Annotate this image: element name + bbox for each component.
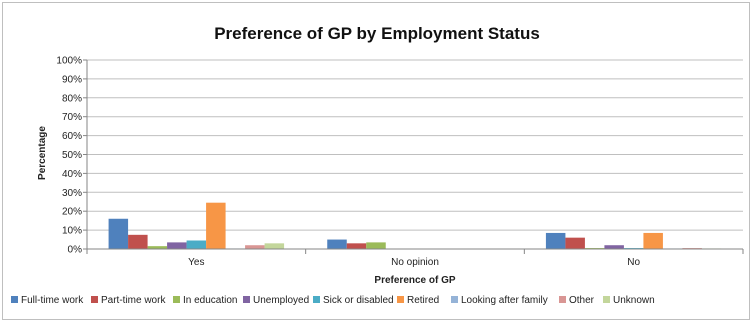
x-axis-title: Preference of GP <box>374 275 455 286</box>
bar <box>167 242 187 249</box>
y-tick-label: 30% <box>62 188 82 199</box>
bar <box>565 237 585 249</box>
legend-label: Looking after family <box>461 295 548 306</box>
legend-label: Unknown <box>613 295 655 306</box>
y-tick-label: 10% <box>62 226 82 237</box>
gridlines <box>87 59 743 231</box>
legend-swatch <box>559 296 566 303</box>
bar <box>147 246 168 249</box>
x-category-label: No opinion <box>391 257 439 268</box>
axes <box>83 59 744 254</box>
legend-swatch <box>313 296 320 303</box>
y-tick-label: 60% <box>62 131 82 142</box>
y-tick-label: 100% <box>56 56 82 67</box>
legend-label: Full-time work <box>21 295 84 306</box>
bar <box>604 245 624 249</box>
legend-swatch <box>243 296 250 303</box>
y-axis-title: Percentage <box>37 126 48 180</box>
x-category-label: Yes <box>188 257 204 268</box>
bar <box>545 232 566 249</box>
x-category-label: No <box>627 257 640 268</box>
bar <box>128 234 148 249</box>
y-tick-label: 80% <box>62 93 82 104</box>
y-axis-tick-labels: 0% 10% 20% 30% 40% 50% 60% 70% 80% 90% 100% <box>56 56 82 256</box>
bars <box>108 202 722 249</box>
legend-label: In education <box>183 295 238 306</box>
chart-title: Preference of GP by Employment Status <box>214 24 540 43</box>
legend: Full-time work Part-time work In education… <box>11 295 655 306</box>
y-tick-label: 50% <box>62 150 82 161</box>
legend-label: Part-time work <box>101 295 166 306</box>
bar <box>366 242 386 249</box>
y-tick-label: 70% <box>62 112 82 123</box>
bar <box>643 232 663 249</box>
bar <box>245 245 265 249</box>
bar <box>206 202 226 249</box>
bar <box>346 243 367 249</box>
y-tick-label: 40% <box>62 169 82 180</box>
legend-label: Unemployed <box>253 295 309 306</box>
legend-swatch <box>173 296 180 303</box>
legend-label: Other <box>569 295 595 306</box>
bar <box>327 239 347 249</box>
x-axis-category-labels: Yes No opinion No <box>188 257 640 268</box>
legend-swatch <box>397 296 404 303</box>
chart-frame: Preference of GP by Employment Status 0%… <box>2 2 750 320</box>
y-tick-label: 0% <box>68 245 83 256</box>
bar <box>264 243 285 249</box>
y-tick-label: 90% <box>62 74 82 85</box>
legend-swatch <box>91 296 98 303</box>
legend-label: Sick or disabled <box>323 295 394 306</box>
y-tick-label: 20% <box>62 207 82 218</box>
legend-swatch <box>451 296 458 303</box>
bar <box>108 218 129 249</box>
bar-chart: Preference of GP by Employment Status 0%… <box>11 24 744 306</box>
legend-label: Retired <box>407 295 439 306</box>
legend-swatch <box>11 296 18 303</box>
legend-swatch <box>603 296 610 303</box>
bar <box>186 240 207 249</box>
